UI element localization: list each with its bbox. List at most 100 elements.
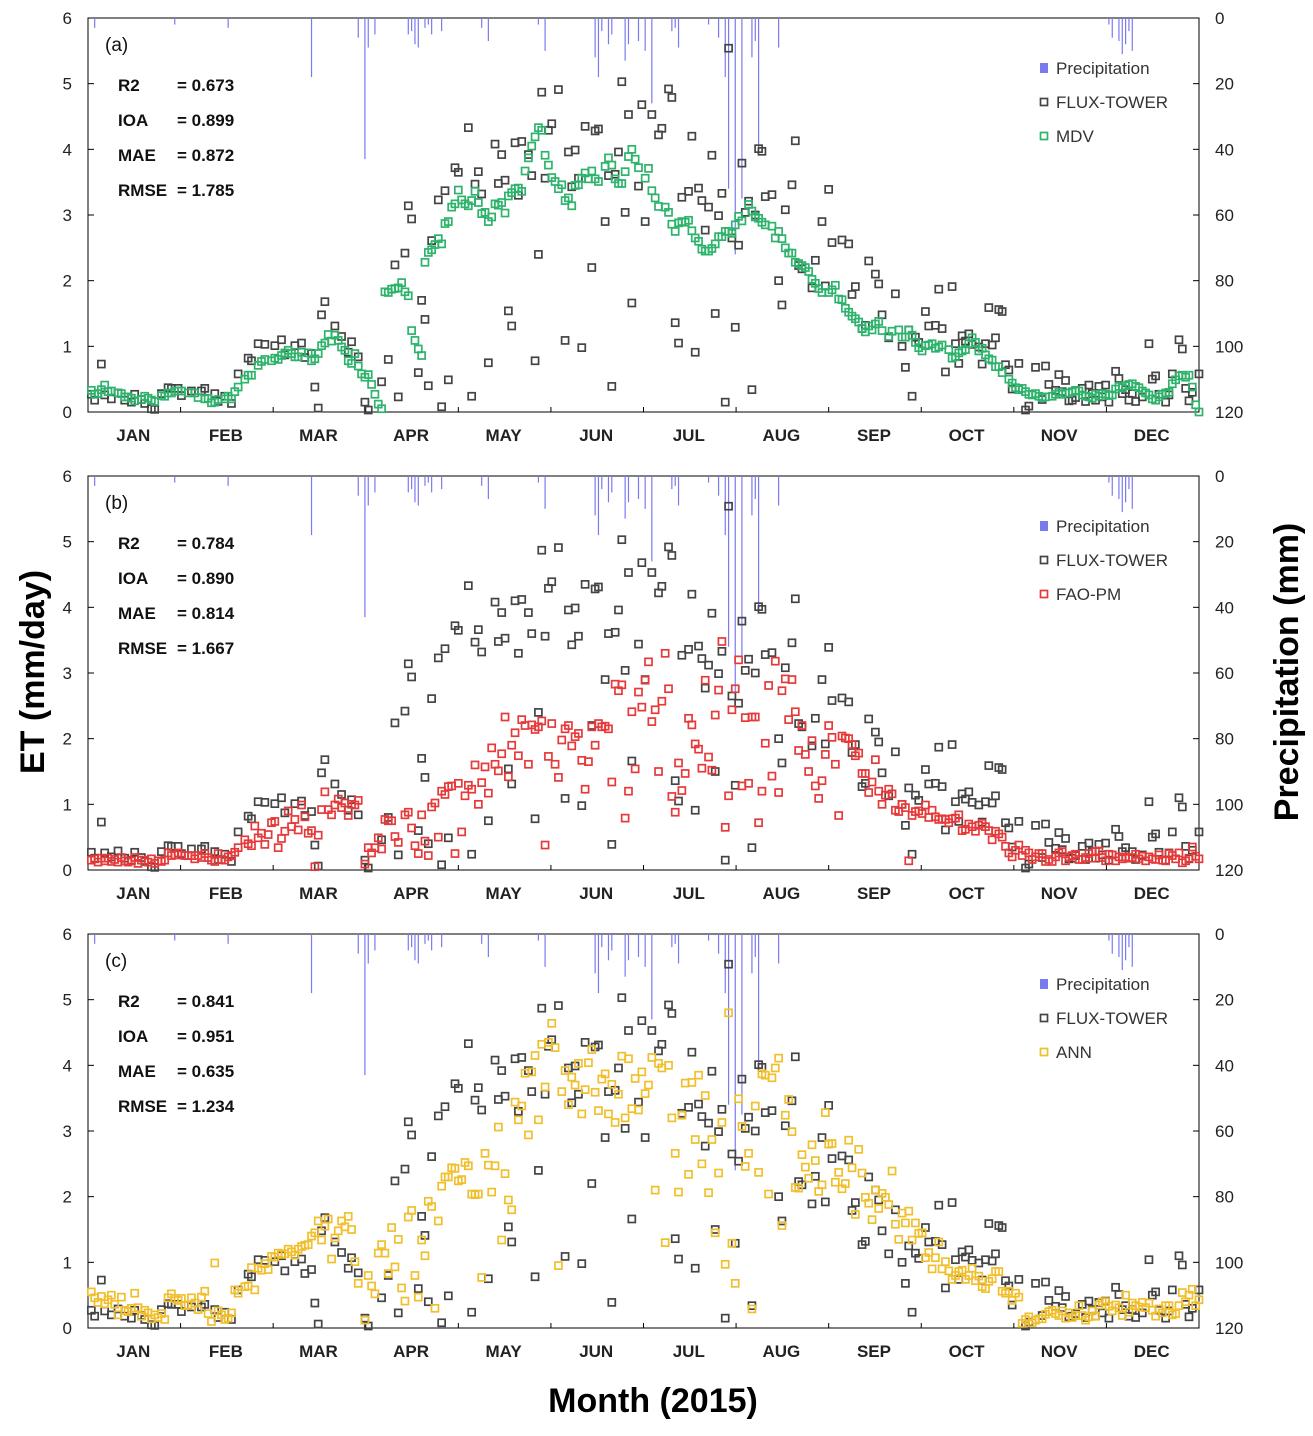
model-point (420, 836, 430, 846)
tower-point (527, 1087, 537, 1096)
tower-point (280, 1266, 290, 1276)
tower-point (570, 603, 580, 613)
stat-value: = 0.872 (177, 146, 234, 165)
tower-point (1054, 370, 1064, 379)
tower-point (717, 188, 727, 198)
tower-point (780, 663, 790, 673)
model-point (887, 789, 897, 799)
tower-point (317, 768, 326, 778)
tower-point (1044, 1296, 1054, 1305)
tower-point (624, 110, 633, 119)
stat-label: MAE (118, 604, 156, 623)
tower-point (1144, 339, 1154, 349)
tower-point (997, 307, 1007, 316)
model-point (957, 1265, 967, 1275)
model-point (263, 1265, 273, 1274)
month-label: JUL (673, 1342, 705, 1361)
month-label: MAY (486, 426, 523, 445)
tower-point (437, 402, 447, 412)
y2-tick-label: 40 (1215, 140, 1234, 159)
tower-point (824, 1101, 834, 1110)
model-point (480, 1148, 490, 1158)
model-point (544, 752, 553, 761)
y-tick-label: 2 (63, 730, 72, 749)
model-point (844, 1135, 854, 1145)
model-point (347, 1225, 356, 1234)
tower-point (724, 501, 733, 511)
tower-point (727, 691, 737, 701)
tower-point (200, 384, 210, 393)
model-point (1187, 842, 1197, 852)
model-point (470, 187, 480, 196)
tower-point (1151, 1287, 1160, 1297)
model-point (767, 771, 777, 781)
tower-point (1044, 838, 1054, 847)
model-point (911, 1218, 920, 1228)
tower-point (757, 146, 767, 156)
tower-point (534, 250, 543, 259)
tower-point (310, 382, 320, 392)
model-point (614, 1089, 623, 1099)
model-point (514, 751, 523, 761)
model-point (233, 843, 243, 853)
y2-tick-label: 40 (1215, 598, 1234, 617)
model-point (367, 1281, 376, 1291)
tower-point (407, 1130, 416, 1140)
tower-point (1114, 832, 1124, 841)
tower-point (687, 589, 697, 599)
stat-label: MAE (118, 1062, 156, 1081)
tower-point (694, 183, 703, 193)
tower-point (684, 1103, 693, 1112)
panel-label: (a) (105, 35, 128, 56)
tower-point (477, 1105, 487, 1115)
tower-point (540, 1089, 550, 1099)
model-point (313, 349, 323, 358)
model-point (413, 849, 423, 858)
model-point (917, 1228, 927, 1238)
tower-point (313, 403, 323, 413)
tower-point (824, 185, 834, 194)
model-point (817, 776, 827, 786)
model-point (373, 833, 383, 843)
model-point (644, 1080, 653, 1090)
tower-point (697, 196, 707, 205)
tower-point (744, 654, 753, 664)
model-point (677, 1110, 687, 1120)
model-point (734, 655, 743, 665)
model-point (974, 1271, 984, 1281)
tower-point (707, 150, 717, 160)
legend-precip-swatch (1040, 521, 1048, 531)
model-point (664, 208, 673, 217)
model-point (901, 1218, 910, 1228)
tower-point (774, 276, 783, 286)
tower-point (664, 84, 673, 94)
model-point (450, 1164, 460, 1173)
model-point (787, 1127, 797, 1137)
tower-point (714, 1127, 723, 1137)
model-point (497, 198, 507, 207)
tower-point (844, 1155, 854, 1165)
tower-point (951, 797, 960, 807)
stat-value: = 1.667 (177, 639, 234, 658)
tower-point (277, 335, 286, 345)
stat-label: R2 (118, 534, 140, 553)
model-point (630, 764, 640, 774)
y2-tick-label: 100 (1215, 337, 1243, 356)
tower-point (790, 1052, 800, 1062)
model-point (500, 208, 510, 218)
legend-label: Precipitation (1056, 517, 1150, 536)
tower-point (1177, 1260, 1187, 1270)
tower-point (574, 1089, 583, 1099)
model-point (323, 1214, 333, 1224)
tower-point (817, 675, 827, 684)
tower-point (383, 355, 393, 364)
tower-point (874, 279, 884, 289)
tower-point (353, 1268, 363, 1278)
tower-point (393, 850, 403, 860)
tower-point (363, 405, 373, 415)
model-point (477, 778, 487, 788)
model-point (627, 707, 637, 717)
tower-point (670, 318, 680, 328)
tower-point (790, 594, 800, 604)
